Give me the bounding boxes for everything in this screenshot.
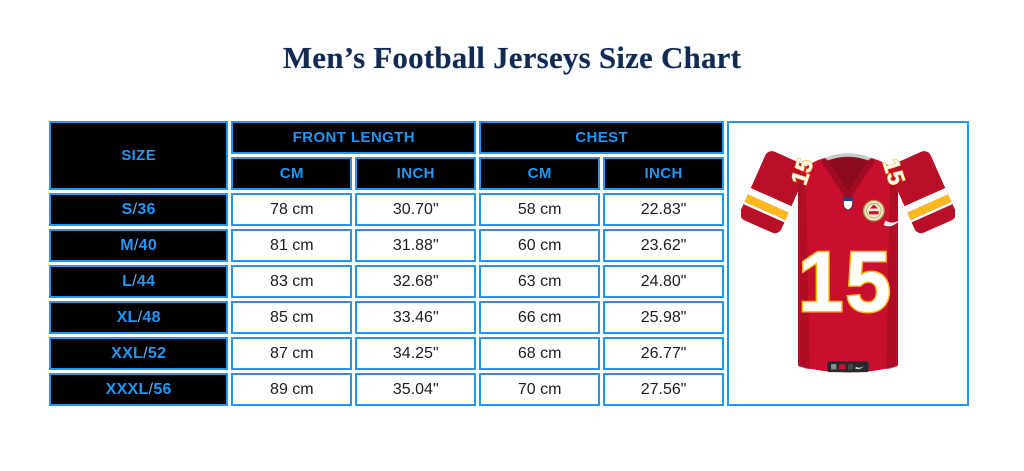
chest-inch-cell: 23.62" bbox=[603, 229, 725, 262]
chest-patch-icon bbox=[862, 199, 885, 222]
front-length-cm-cell: 81 cm bbox=[231, 229, 353, 262]
nfl-shield-icon bbox=[843, 196, 853, 210]
football-jersey-image: 15 15 15 bbox=[741, 150, 956, 373]
column-header-chest-inch: INCH bbox=[603, 157, 725, 190]
jersey-left-sleeve bbox=[741, 150, 807, 233]
table-row: M/40 81 cm 31.88" 60 cm 23.62" bbox=[49, 229, 969, 262]
size-cell: XXL/52 bbox=[49, 337, 229, 370]
jock-tag bbox=[827, 360, 869, 372]
jersey-collar bbox=[827, 156, 869, 191]
chest-inch-cell: 27.56" bbox=[603, 373, 725, 406]
front-length-inch-cell: 33.46" bbox=[355, 301, 477, 334]
front-length-cm-cell: 85 cm bbox=[231, 301, 353, 334]
column-header-chest-cm: CM bbox=[479, 157, 601, 190]
front-length-inch-cell: 32.68" bbox=[355, 265, 477, 298]
table-row: XXL/52 87 cm 34.25" 68 cm 26.77" bbox=[49, 337, 969, 370]
column-header-front-inch: INCH bbox=[355, 157, 477, 190]
chest-cm-cell: 63 cm bbox=[479, 265, 601, 298]
front-length-cm-cell: 89 cm bbox=[231, 373, 353, 406]
table-row: S/36 78 cm 30.70" 58 cm 22.83" bbox=[49, 193, 969, 226]
size-chart-table: SIZE FRONT LENGTH CHEST bbox=[46, 118, 972, 409]
size-cell: S/36 bbox=[49, 193, 229, 226]
size-cell: XXXL/56 bbox=[49, 373, 229, 406]
size-cell: L/44 bbox=[49, 265, 229, 298]
chest-inch-cell: 26.77" bbox=[603, 337, 725, 370]
page-title: Men’s Football Jerseys Size Chart bbox=[282, 40, 742, 75]
front-length-inch-cell: 30.70" bbox=[355, 193, 477, 226]
header-row-groups: SIZE FRONT LENGTH CHEST bbox=[49, 121, 969, 406]
column-header-front-cm: CM bbox=[231, 157, 353, 190]
table-row: XL/48 85 cm 33.46" 66 cm 25.98" bbox=[49, 301, 969, 334]
front-length-cm-cell: 78 cm bbox=[231, 193, 353, 226]
jersey-number: 15 bbox=[798, 233, 893, 329]
front-length-cm-cell: 87 cm bbox=[231, 337, 353, 370]
chest-cm-cell: 60 cm bbox=[479, 229, 601, 262]
column-header-chest: CHEST bbox=[479, 121, 725, 154]
front-length-inch-cell: 35.04" bbox=[355, 373, 477, 406]
size-cell: XL/48 bbox=[49, 301, 229, 334]
column-header-size: SIZE bbox=[49, 121, 229, 190]
front-length-inch-cell: 34.25" bbox=[355, 337, 477, 370]
chest-inch-cell: 24.80" bbox=[603, 265, 725, 298]
jersey-right-sleeve bbox=[889, 150, 956, 233]
nike-swoosh-icon bbox=[883, 219, 901, 226]
table-row: L/44 83 cm 32.68" 63 cm 24.80" bbox=[49, 265, 969, 298]
header-row-units: CM INCH CM INCH bbox=[49, 157, 969, 190]
chest-cm-cell: 70 cm bbox=[479, 373, 601, 406]
front-length-inch-cell: 31.88" bbox=[355, 229, 477, 262]
size-cell: M/40 bbox=[49, 229, 229, 262]
table-row: XXXL/56 89 cm 35.04" 70 cm 27.56" bbox=[49, 373, 969, 406]
chest-inch-cell: 25.98" bbox=[603, 301, 725, 334]
jersey-image-cell: 15 15 15 bbox=[727, 121, 969, 406]
chest-cm-cell: 58 cm bbox=[479, 193, 601, 226]
chest-cm-cell: 68 cm bbox=[479, 337, 601, 370]
column-header-front-length: FRONT LENGTH bbox=[231, 121, 477, 154]
front-length-cm-cell: 83 cm bbox=[231, 265, 353, 298]
chest-inch-cell: 22.83" bbox=[603, 193, 725, 226]
chest-cm-cell: 66 cm bbox=[479, 301, 601, 334]
